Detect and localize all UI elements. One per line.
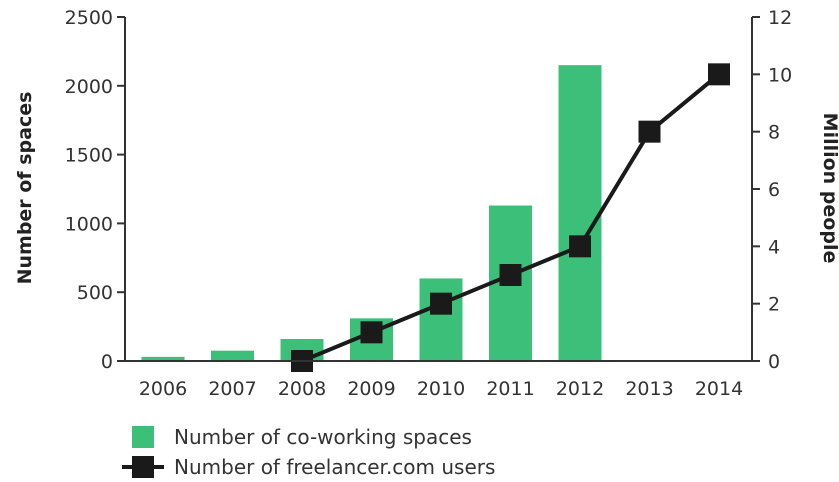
legend-line-swatch (122, 456, 164, 478)
marker-2011 (499, 264, 522, 286)
x-tick-label: 2011 (486, 378, 534, 400)
x-tick-label: 2006 (139, 378, 187, 400)
y-tick-label: 1000 (65, 213, 113, 235)
bar-2010 (419, 278, 463, 361)
line-series-group (291, 63, 730, 372)
chart: 0 500 1000 1500 2000 2500 0 2 4 6 8 10 12 2006 2007 200… (14, 7, 839, 400)
y2-tick-label: 8 (768, 122, 780, 144)
bar-2007 (211, 350, 254, 361)
marker-2013 (638, 120, 661, 143)
y-tick-label: 500 (77, 282, 113, 304)
bar-2012 (558, 65, 602, 361)
y2-tick-label: 0 (768, 351, 780, 373)
y2-tick-label: 2 (768, 294, 780, 316)
bars-group (141, 65, 602, 361)
legend-label-users: Number of freelancer.com users (174, 455, 496, 479)
legend: Number of co-working spaces Number of fr… (122, 422, 495, 482)
marker-2012 (569, 235, 591, 258)
y2-axis-title: Million people (819, 113, 839, 264)
x-tick-label: 2013 (625, 378, 673, 400)
marker-2009 (360, 321, 383, 344)
y-tick-label: 2000 (65, 76, 113, 98)
y-tick-label: 0 (101, 351, 113, 373)
bar-2006 (141, 356, 185, 361)
legend-item-spaces: Number of co-working spaces (122, 422, 495, 452)
x-tick-label: 2008 (278, 378, 326, 400)
x-tick-label: 2007 (208, 378, 256, 400)
legend-bar-swatch (132, 426, 154, 448)
y2-tick-label: 6 (768, 179, 780, 201)
x-tick-label: 2012 (556, 378, 604, 400)
marker-2010 (430, 292, 452, 315)
y2-tick-label: 4 (768, 236, 780, 258)
x-tick-label: 2009 (347, 378, 395, 400)
x-tick-label: 2014 (695, 378, 743, 400)
legend-item-users: Number of freelancer.com users (122, 452, 495, 482)
legend-label-spaces: Number of co-working spaces (174, 425, 472, 449)
y2-tick-label: 10 (768, 64, 792, 86)
x-tick-label: 2010 (417, 378, 465, 400)
axes-group: 0 500 1000 1500 2000 2500 0 2 4 6 8 10 12 2006 2007 200… (65, 7, 793, 400)
y-tick-label: 2500 (65, 7, 113, 29)
marker-2014 (708, 63, 730, 86)
y-tick-label: 1500 (65, 145, 113, 167)
y-axis-title: Number of spaces (14, 92, 36, 285)
y2-tick-label: 12 (768, 7, 792, 29)
